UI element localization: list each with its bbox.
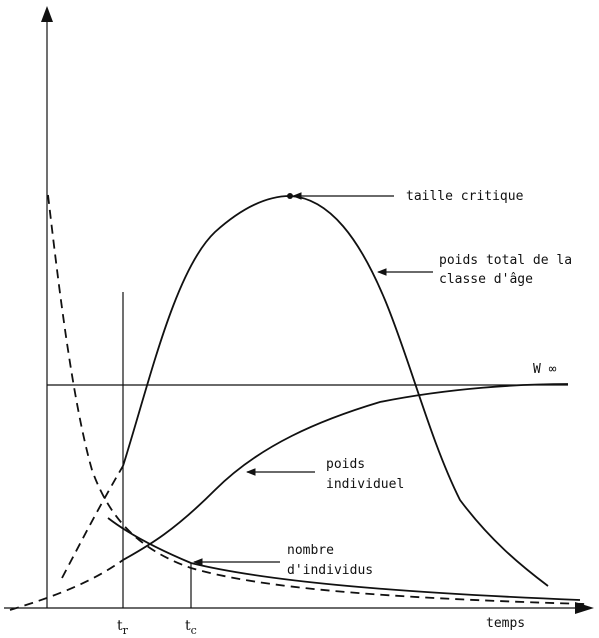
tick-tr-main: t [117,618,123,634]
number-solid-curve [107,517,581,601]
label-number-line1: nombre [287,543,334,558]
x-axis-arrow-icon [575,602,594,614]
critical-size-point [287,193,293,199]
tick-tc: tc [185,618,197,637]
individual-weight-curve-dashed [9,559,124,611]
label-total-weight-line2: classe d'âge [439,272,533,287]
individual-weight-curve [122,383,569,561]
label-total-weight-line1: poids total de la [439,253,572,268]
total-weight-curve [122,195,549,587]
label-number-line2: d'individus [287,563,373,578]
label-w-infinity: W ∞ [533,362,557,377]
tick-tr-sub: r [123,624,129,637]
tick-tr: tr [117,618,129,637]
total-weight-curve-dashed [61,465,124,579]
number-dashed-curve [47,194,586,605]
y-axis-arrow-icon [41,6,53,22]
label-time: temps [486,616,525,631]
tick-tc-main: t [185,618,191,634]
label-individual-weight-line2: individuel [326,477,404,492]
label-individual-weight-line1: poids [326,457,365,472]
label-critical-size: taille critique [406,189,524,204]
tick-tc-sub: c [191,624,197,637]
